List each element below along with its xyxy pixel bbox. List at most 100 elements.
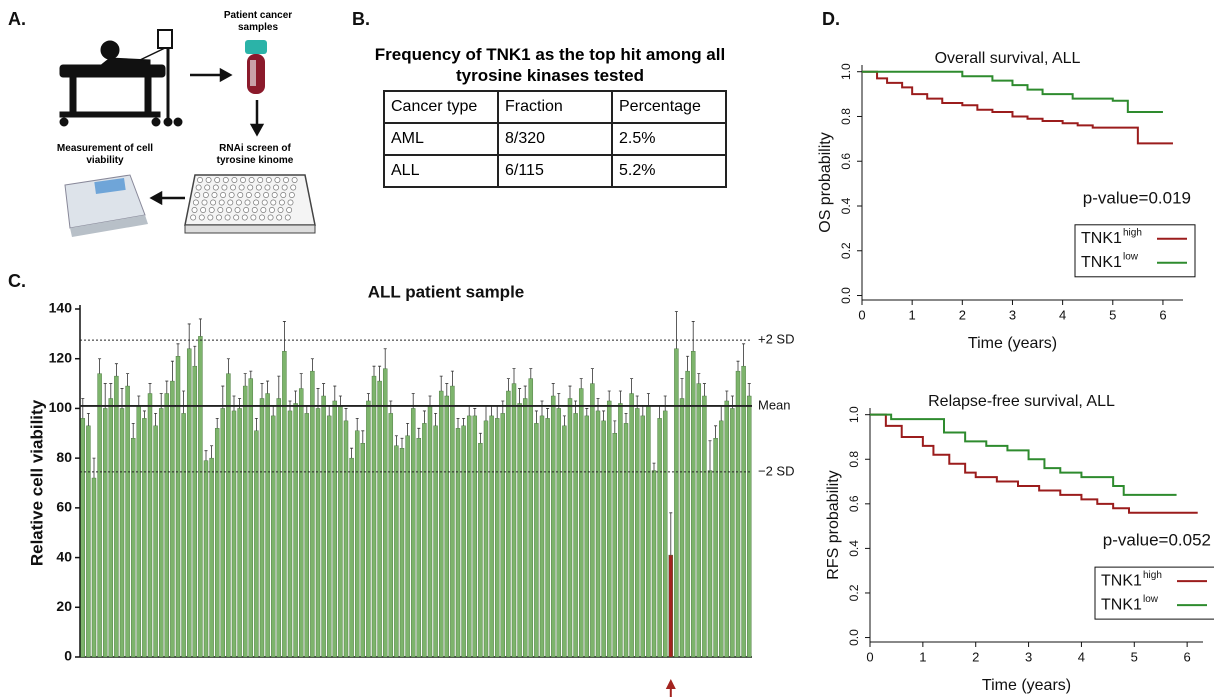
y-axis-label: Relative cell viability xyxy=(27,399,46,566)
bar xyxy=(399,448,405,658)
well xyxy=(254,192,261,198)
bar xyxy=(522,398,528,658)
x-tick-label: 1 xyxy=(919,649,926,664)
error-bar xyxy=(674,311,678,349)
error-bar xyxy=(445,383,449,396)
well xyxy=(224,214,231,221)
well xyxy=(195,184,202,191)
bar xyxy=(584,415,590,658)
well xyxy=(210,199,217,206)
bar xyxy=(461,425,466,658)
well xyxy=(208,207,215,213)
bar xyxy=(707,470,713,658)
error-bar xyxy=(691,321,695,352)
bar xyxy=(651,470,657,658)
error-bar xyxy=(512,368,516,384)
error-bar xyxy=(551,383,555,396)
well xyxy=(241,214,248,221)
y-tick-label: 1.0 xyxy=(847,406,861,423)
bar xyxy=(394,445,399,658)
chart-title: Relapse-free survival, ALL xyxy=(928,393,1115,410)
error-bar xyxy=(646,393,650,406)
x-tick-label: 6 xyxy=(1159,307,1166,322)
well xyxy=(202,192,209,198)
bar xyxy=(724,400,730,658)
error-bar xyxy=(221,385,225,409)
bar xyxy=(91,477,97,658)
bar xyxy=(259,398,265,658)
error-bar xyxy=(473,408,477,416)
well xyxy=(274,177,281,183)
bar xyxy=(528,378,534,658)
error-bar xyxy=(596,398,600,411)
bar xyxy=(80,418,86,658)
bar xyxy=(153,425,158,658)
well xyxy=(247,184,254,191)
well xyxy=(217,207,224,213)
bar xyxy=(466,415,472,658)
error-bar xyxy=(613,420,617,434)
well xyxy=(288,192,295,198)
bar xyxy=(405,435,410,658)
bar xyxy=(444,395,450,658)
bar xyxy=(450,385,455,658)
well xyxy=(291,177,298,183)
error-bar xyxy=(299,373,303,389)
reference-label: −2 SD xyxy=(758,463,795,478)
bar xyxy=(371,375,377,658)
well xyxy=(268,207,275,213)
well xyxy=(267,214,274,221)
arrow xyxy=(149,67,265,206)
bar xyxy=(455,428,461,658)
y-tick-label: 120 xyxy=(49,349,73,365)
bar xyxy=(489,415,494,658)
well xyxy=(290,184,297,191)
well xyxy=(216,214,222,221)
bar xyxy=(494,418,500,658)
error-bar xyxy=(282,321,286,352)
legend-label-superscript: low xyxy=(1123,251,1139,262)
x-tick-label: 5 xyxy=(1131,649,1138,664)
y-tick-label: 0.4 xyxy=(847,540,861,557)
bar xyxy=(125,385,130,658)
bar xyxy=(713,438,718,658)
annotation: p-value=0.019 xyxy=(1083,188,1191,207)
cell: ALL xyxy=(383,154,499,188)
well xyxy=(245,192,252,198)
error-bar xyxy=(428,395,432,406)
error-bar xyxy=(322,383,326,396)
x-tick-label: 0 xyxy=(858,307,865,322)
y-tick-label: 100 xyxy=(49,399,73,415)
bar xyxy=(343,420,349,658)
y-tick-label: 80 xyxy=(56,449,72,465)
bar xyxy=(506,390,511,658)
error-bar xyxy=(198,318,202,337)
bar xyxy=(214,428,220,658)
well xyxy=(231,177,238,183)
well xyxy=(234,207,241,213)
error-bar xyxy=(86,413,90,426)
legend-label-superscript: high xyxy=(1123,227,1142,238)
x-tick-label: 3 xyxy=(1009,307,1016,322)
well xyxy=(237,192,244,198)
error-bar xyxy=(389,400,393,414)
well xyxy=(265,177,272,183)
error-bar xyxy=(327,405,331,416)
bar xyxy=(231,410,237,658)
y-tick-label: 0.8 xyxy=(847,451,861,468)
bar xyxy=(102,408,108,658)
bar xyxy=(534,423,539,658)
error-bar xyxy=(568,385,572,399)
bar xyxy=(690,351,696,658)
error-bar xyxy=(434,413,438,426)
plate-icon xyxy=(184,174,316,234)
bar xyxy=(287,410,293,658)
error-bar xyxy=(686,355,690,372)
bar xyxy=(595,410,601,658)
table-title: Frequency of TNK1 as the top hit among a… xyxy=(374,45,726,85)
highlight-arrow-head xyxy=(665,679,676,689)
y-tick-label: 20 xyxy=(56,598,72,614)
error-bar xyxy=(294,390,298,404)
bar xyxy=(119,408,125,658)
error-bar xyxy=(243,373,247,387)
